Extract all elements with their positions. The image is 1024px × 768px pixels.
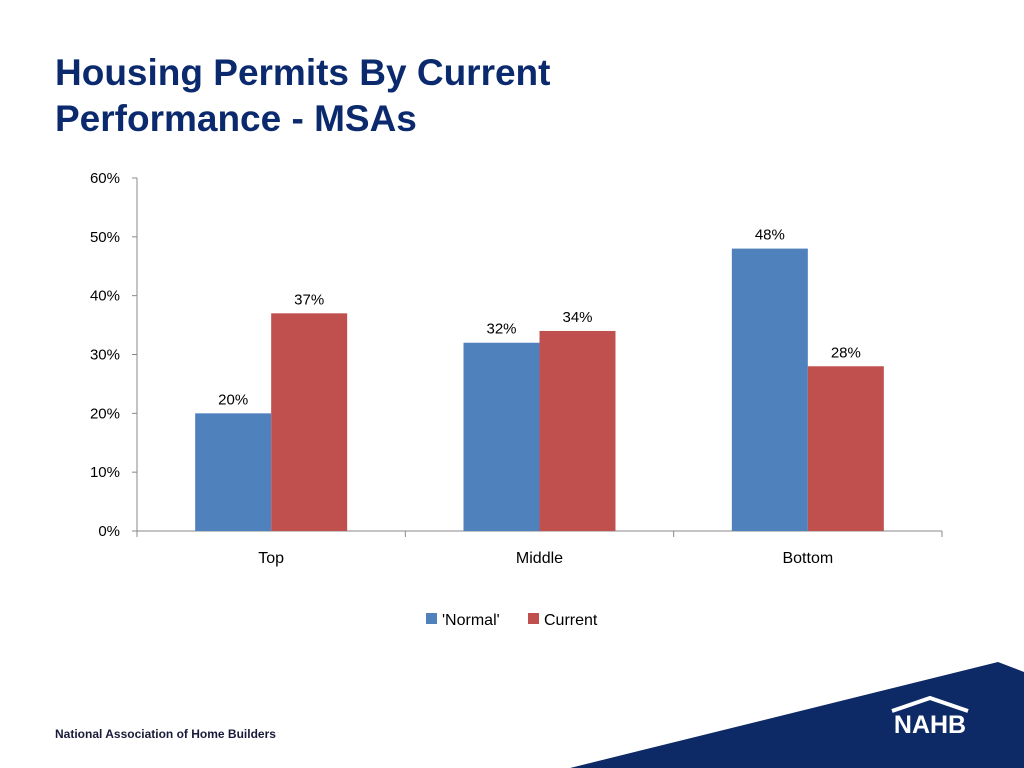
y-tick-label: 20% — [90, 405, 120, 422]
bar-chart: 0% 10% 20% 30% 40% 50% 60% Top 20% 37% Middle 32% 34… — [90, 170, 943, 629]
bar — [271, 313, 348, 531]
data-label: 48% — [755, 227, 785, 244]
legend-swatch — [528, 613, 539, 624]
roof-icon — [891, 695, 969, 713]
title-line-2: Performance - MSAs — [55, 98, 417, 139]
data-label: 37% — [294, 291, 324, 308]
bar — [539, 330, 616, 531]
title-line-1: Housing Permits By Current — [55, 52, 551, 93]
data-label: 32% — [486, 321, 516, 338]
legend-label: 'Normal' — [442, 612, 500, 629]
x-tick-label: Bottom — [782, 550, 833, 567]
legend-swatch — [426, 613, 437, 624]
data-label: 28% — [831, 344, 861, 361]
y-tick-label: 30% — [90, 347, 120, 364]
data-label: 20% — [218, 391, 248, 408]
logo-text: NAHB — [893, 711, 967, 739]
bar — [463, 342, 540, 531]
data-label: 34% — [562, 309, 592, 326]
bar — [195, 413, 272, 531]
bar — [731, 248, 808, 531]
y-tick-label: 60% — [90, 170, 120, 187]
slide-title: Housing Permits By Current Performance -… — [55, 50, 755, 142]
x-tick-label: Middle — [516, 550, 563, 567]
y-tick-label: 10% — [90, 464, 120, 481]
footer-organization-name: National Association of Home Builders — [55, 727, 276, 741]
nahb-logo: NAHB — [888, 695, 972, 743]
bar — [807, 366, 884, 531]
legend-label: Current — [544, 612, 598, 629]
x-tick-label: Top — [258, 550, 284, 567]
y-tick-label: 40% — [90, 288, 120, 305]
y-tick-label: 50% — [90, 229, 120, 246]
y-tick-label: 0% — [98, 523, 120, 540]
